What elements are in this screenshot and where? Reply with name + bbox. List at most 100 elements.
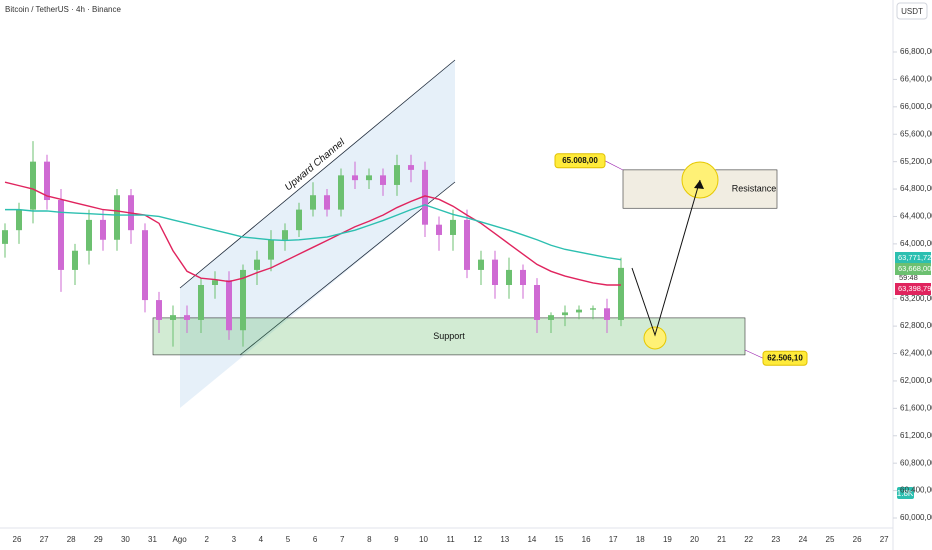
candle-body [2, 230, 8, 244]
x-tick-label: 23 [771, 535, 780, 544]
candle-body [58, 200, 64, 270]
channel-line [239, 181, 456, 356]
moving-average [4, 181, 621, 286]
x-tick-label: 8 [367, 535, 372, 544]
x-tick-label: 10 [419, 535, 428, 544]
price-callout [762, 350, 808, 366]
candle-body [436, 224, 442, 235]
x-tick-label: 15 [555, 535, 564, 544]
y-tick-label: 64,800,00 [900, 184, 932, 193]
x-tick-label: 26 [853, 535, 862, 544]
x-tick-label: 29 [94, 535, 103, 544]
candle-body [408, 165, 414, 170]
x-tick-label: 18 [636, 535, 645, 544]
callout-line [604, 160, 624, 171]
candle-body [562, 312, 568, 316]
x-tick-label: 27 [40, 535, 49, 544]
zone-label: Support [433, 331, 465, 341]
x-tick-label: 22 [744, 535, 753, 544]
price-tag-label: 63,771,72 [898, 253, 931, 262]
candle-body [604, 308, 610, 320]
x-tick-label: 12 [473, 535, 482, 544]
y-tick-label: 60,400,00 [900, 486, 932, 495]
x-tick-label: Ago [172, 535, 187, 544]
y-tick-label: 61,600,00 [900, 403, 932, 412]
y-tick-label: 66,000,00 [900, 102, 932, 111]
x-tick-label: 11 [446, 535, 455, 544]
candle-body [366, 175, 372, 181]
x-tick-label: 14 [527, 535, 536, 544]
projection-arrow [631, 179, 701, 337]
candle-body [380, 175, 386, 185]
y-tick-label: 60,000,00 [900, 513, 932, 522]
channel-line [179, 59, 456, 289]
candle-body [16, 209, 22, 231]
candle-body [226, 280, 232, 331]
y-tick-label: 65,600,00 [900, 129, 932, 138]
candle-body [72, 250, 78, 270]
price-tag [895, 283, 931, 295]
candle-body [352, 175, 358, 181]
x-tick-label: 9 [394, 535, 399, 544]
candle-body [114, 195, 120, 240]
candle-body [282, 230, 288, 240]
moving-average [5, 204, 622, 261]
candle-body [184, 315, 190, 320]
highlight-circle [643, 326, 667, 350]
x-tick-label: 26 [13, 535, 22, 544]
x-tick-label: 2 [204, 535, 209, 544]
candle-body [254, 259, 260, 270]
candle-body [156, 300, 162, 320]
candle-body [464, 219, 470, 270]
x-tick-label: 7 [340, 535, 345, 544]
price-callout-label: 62.506,10 [767, 353, 803, 362]
candle-body [492, 259, 498, 285]
y-tick-label: 66,400,00 [900, 75, 932, 84]
y-tick-label: 61,200,00 [900, 431, 932, 440]
x-tick-label: 25 [826, 535, 835, 544]
candle-body [534, 285, 540, 320]
candle-body [422, 169, 428, 225]
price-tag [895, 263, 931, 275]
x-tick-label: 27 [880, 535, 889, 544]
x-tick-label: 19 [663, 535, 672, 544]
chart-title: Bitcoin / TetherUS · 4h · Binance [5, 5, 121, 14]
y-tick-label: 64,000,00 [900, 239, 932, 248]
zone-label: Resistance [732, 183, 777, 193]
candle-body [520, 269, 526, 285]
candle-body [44, 161, 50, 201]
y-tick-label: 62,400,00 [900, 349, 932, 358]
channel-area [180, 60, 455, 408]
countdown: 59:48 [899, 273, 918, 282]
volume-tag [897, 487, 914, 499]
candle-body [590, 308, 596, 310]
price-tag [895, 252, 931, 264]
x-tick-label: 28 [67, 535, 76, 544]
price-callout [554, 153, 606, 169]
y-tick-label: 60,800,00 [900, 458, 932, 467]
candle-body [324, 195, 330, 210]
price-tag-label: 63,398,79 [898, 284, 931, 293]
candle-body [240, 269, 246, 331]
y-tick-label: 62,000,00 [900, 376, 932, 385]
price-tag-label: 63,668,00 [898, 264, 931, 273]
candle-body [506, 269, 512, 285]
y-tick-label: 66,800,00 [900, 47, 932, 56]
x-tick-label: 31 [148, 535, 157, 544]
candle-body [338, 175, 344, 210]
candle-body [268, 239, 274, 260]
x-tick-label: 17 [609, 535, 618, 544]
x-tick-label: 16 [582, 535, 591, 544]
x-tick-label: 30 [121, 535, 130, 544]
candle-body [198, 285, 204, 320]
callout-line [744, 349, 764, 359]
x-tick-label: 5 [286, 535, 291, 544]
candle-body [576, 309, 582, 313]
candle-body [142, 230, 148, 301]
candle-body [394, 165, 400, 185]
candle-body [548, 315, 554, 320]
x-tick-label: 24 [798, 535, 807, 544]
candle-body [170, 315, 176, 320]
